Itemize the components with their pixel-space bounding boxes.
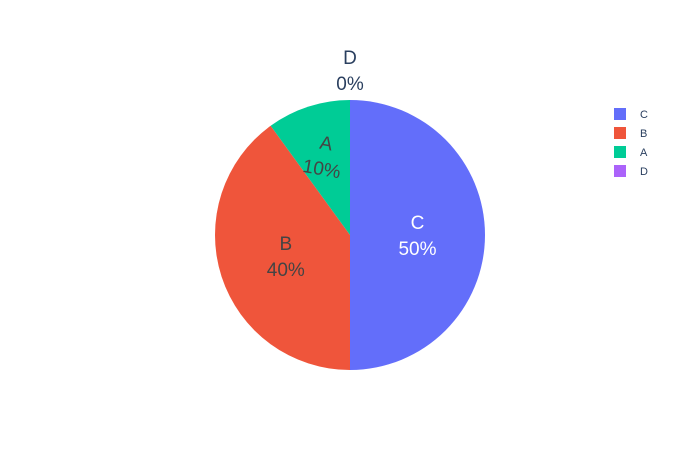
pie-slice-c[interactable] [350, 100, 485, 370]
slice-label-d: D 0% [336, 48, 364, 95]
legend-label: D [640, 166, 648, 178]
pie-labels: C50%B40%A10%D0% [267, 48, 437, 281]
pie-slice-a[interactable] [270, 100, 350, 235]
legend-swatch [614, 127, 626, 139]
legend-item-b[interactable]: B [614, 127, 647, 140]
slice-label-percent: 40% [267, 260, 305, 281]
legend-label: C [640, 109, 648, 121]
legend-item-c[interactable]: C [614, 108, 648, 121]
legend-label: A [640, 147, 648, 159]
slice-label-category: D [343, 48, 357, 69]
legend-label: B [640, 128, 647, 140]
pie-slice-b[interactable] [214, 125, 350, 370]
pie-slices [214, 100, 485, 370]
slice-label-category: B [279, 234, 292, 255]
slice-label-c: C 50% [398, 213, 436, 260]
slice-label-b: B 40% [267, 234, 305, 281]
legend-swatch [614, 146, 626, 158]
slice-label-percent: 50% [398, 239, 436, 260]
legend-item-d[interactable]: D [614, 165, 648, 178]
slice-label-category: A [318, 133, 334, 156]
slice-label-category: C [411, 213, 425, 234]
legend-item-a[interactable]: A [614, 146, 648, 159]
slice-label-percent: 0% [336, 74, 364, 95]
legend-swatch [614, 108, 626, 120]
legend-swatch [614, 165, 626, 177]
